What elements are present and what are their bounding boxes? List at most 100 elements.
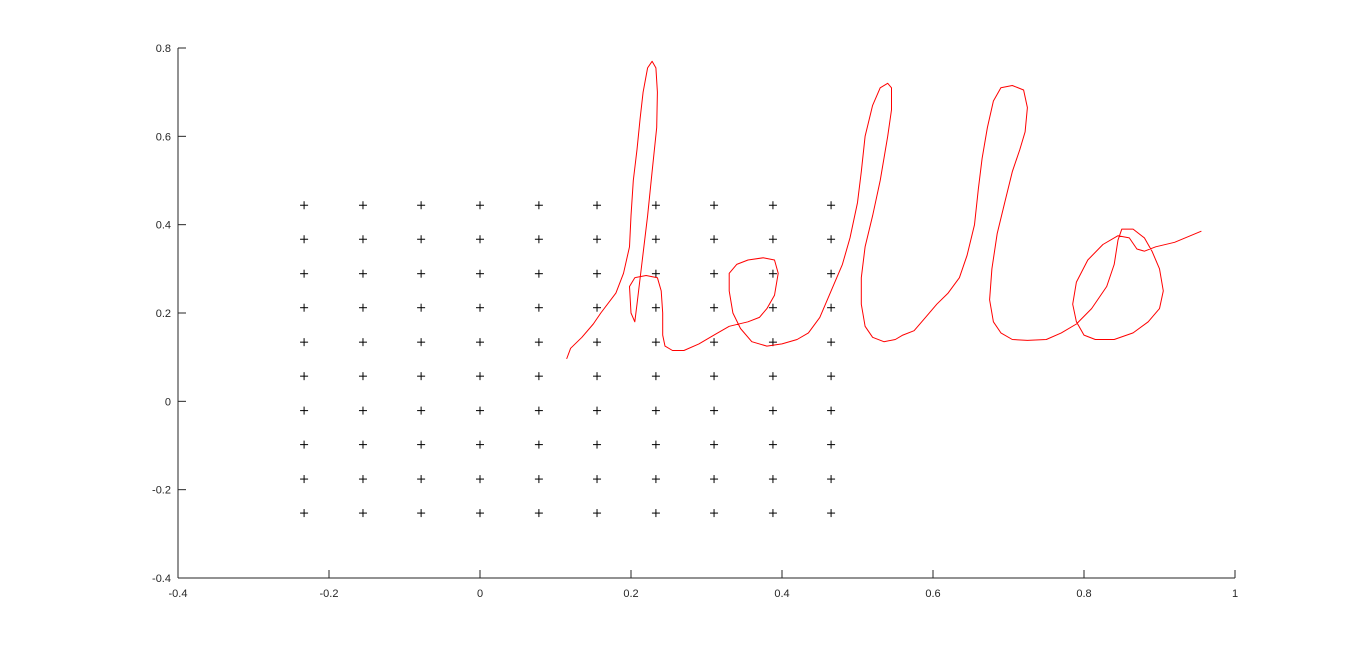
plus-marker: [827, 509, 836, 518]
plus-marker: [710, 303, 719, 312]
y-tick-label: 0: [165, 396, 171, 408]
plus-marker: [300, 235, 309, 244]
x-tick-label: 0: [477, 588, 483, 600]
plus-marker: [534, 509, 543, 518]
plus-marker: [651, 303, 660, 312]
plus-marker: [358, 509, 367, 518]
plus-marker: [300, 338, 309, 347]
plus-marker: [300, 406, 309, 415]
plus-marker: [827, 406, 836, 415]
plus-marker: [417, 269, 426, 278]
plus-marker: [358, 440, 367, 449]
plus-marker: [358, 201, 367, 210]
plus-marker: [710, 235, 719, 244]
plus-marker: [476, 509, 484, 518]
plus-marker: [827, 303, 836, 312]
plus-marker: [534, 235, 543, 244]
x-tick-label: 0.2: [623, 588, 638, 600]
x-tick-label: 0.6: [925, 588, 940, 600]
y-tick-label: 0.2: [156, 308, 171, 320]
plus-marker: [593, 269, 602, 278]
plot-area: [300, 60, 1202, 518]
plus-marker: [417, 303, 426, 312]
plus-marker: [593, 475, 602, 484]
hello-handwriting-line: [566, 60, 1202, 359]
plus-marker: [651, 372, 660, 381]
plus-marker: [593, 509, 602, 518]
plus-marker: [827, 372, 836, 381]
plus-marker: [534, 406, 543, 415]
y-tick-label: -0.2: [152, 485, 171, 497]
plus-marker: [651, 406, 660, 415]
plus-marker: [534, 303, 543, 312]
plus-marker: [827, 440, 836, 449]
plus-marker: [534, 269, 543, 278]
y-tick-label: -0.4: [152, 573, 171, 585]
plus-marker: [768, 269, 777, 278]
plus-marker: [358, 475, 367, 484]
plus-marker: [651, 201, 660, 210]
plus-marker: [710, 201, 719, 210]
plus-marker: [300, 269, 309, 278]
x-tick-label: 0.4: [774, 588, 789, 600]
plus-marker: [827, 235, 836, 244]
plus-marker: [358, 303, 367, 312]
plus-marker: [534, 372, 543, 381]
plus-marker: [593, 303, 602, 312]
plus-marker: [710, 269, 719, 278]
plus-marker: [476, 269, 484, 278]
x-tick-label: -0.4: [169, 588, 188, 600]
plus-marker: [358, 338, 367, 347]
plus-marker: [710, 372, 719, 381]
x-tick-label: -0.2: [320, 588, 339, 600]
x-tick-label: 0.8: [1076, 588, 1091, 600]
y-tick-label: 0.6: [156, 131, 171, 143]
plus-marker: [300, 509, 309, 518]
plus-marker: [417, 440, 426, 449]
plus-marker: [476, 372, 484, 381]
plus-marker: [417, 509, 426, 518]
plus-marker: [476, 235, 484, 244]
plus-marker: [710, 509, 719, 518]
plus-marker: [417, 372, 426, 381]
plus-marker: [534, 440, 543, 449]
plus-marker: [768, 235, 777, 244]
plus-marker: [827, 338, 836, 347]
plus-marker: [768, 303, 777, 312]
plus-marker: [651, 338, 660, 347]
plus-marker: [768, 440, 777, 449]
plus-marker: [476, 303, 484, 312]
plus-marker: [300, 201, 309, 210]
plus-marker: [593, 235, 602, 244]
plus-marker: [593, 201, 602, 210]
plus-marker: [710, 338, 719, 347]
axes: -0.4 -0.2 0 0.2 0.4 0.6 0.8 1 -0.4 -0.2 0 0.2 0.4 0.6…: [152, 43, 1238, 600]
plus-marker: [417, 475, 426, 484]
plus-marker: [651, 235, 660, 244]
plus-marker: [417, 201, 426, 210]
plus-marker: [476, 475, 484, 484]
plus-marker: [358, 235, 367, 244]
y-tick-label: 0.8: [156, 43, 171, 55]
plus-marker: [710, 440, 719, 449]
plus-marker: [476, 406, 484, 415]
plus-marker: [827, 475, 836, 484]
plus-marker: [534, 475, 543, 484]
plus-marker: [358, 269, 367, 278]
plus-marker: [651, 475, 660, 484]
plus-marker: [827, 269, 836, 278]
plus-marker: [300, 475, 309, 484]
plus-marker: [358, 372, 367, 381]
plus-marker-series: [300, 201, 836, 518]
plus-marker: [534, 201, 543, 210]
plus-marker: [417, 235, 426, 244]
plus-marker: [593, 338, 602, 347]
plus-marker: [593, 406, 602, 415]
plus-marker: [300, 372, 309, 381]
plus-marker: [358, 406, 367, 415]
plus-marker: [593, 372, 602, 381]
plus-marker: [651, 509, 660, 518]
plus-marker: [827, 201, 836, 210]
